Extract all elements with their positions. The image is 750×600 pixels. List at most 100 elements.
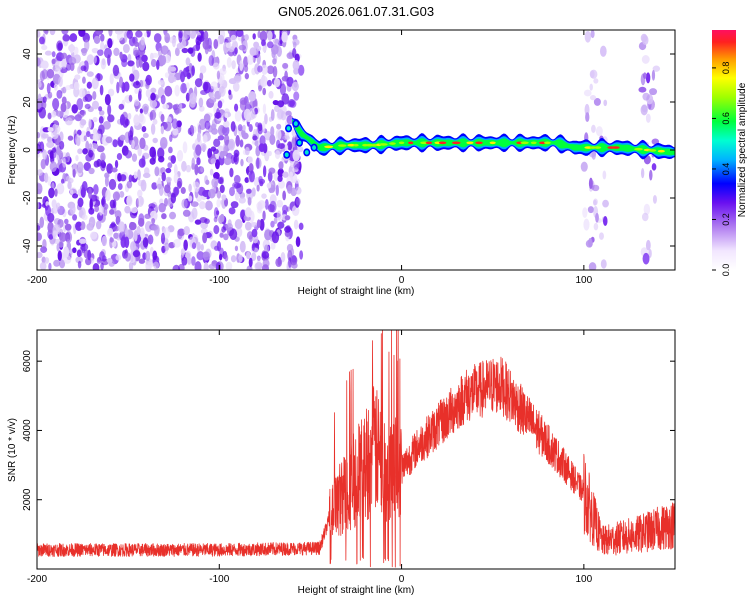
noise-blob [109, 73, 114, 85]
noise-blob [174, 103, 180, 115]
noise-blob [142, 237, 149, 248]
snr-x-tick-label: -200 [27, 574, 47, 585]
noise-blob [231, 60, 236, 70]
noise-blob [181, 198, 188, 209]
noise-blob [244, 177, 250, 183]
noise-blob [97, 128, 103, 134]
noise-blob [277, 180, 286, 189]
noise-blob [651, 163, 657, 171]
noise-blob [272, 58, 277, 65]
ridge-core [544, 141, 551, 145]
noise-blob [37, 143, 41, 155]
noise-blob [203, 113, 211, 123]
noise-blob [199, 65, 207, 74]
noise-blob [39, 216, 45, 228]
noise-blob [48, 234, 54, 240]
noise-blob [275, 129, 282, 141]
noise-blob [238, 196, 246, 204]
ridge-blob-core [297, 140, 302, 146]
noise-blob [69, 62, 75, 71]
noise-blob [210, 93, 215, 100]
noise-blob [183, 239, 188, 251]
noise-blob [137, 189, 143, 198]
noise-blob [182, 209, 191, 217]
noise-blob [91, 47, 99, 54]
noise-blob [53, 83, 58, 91]
noise-blob [128, 36, 136, 47]
noise-blob [223, 134, 230, 146]
snr-x-axis-label: Height of straight line (km) [298, 585, 415, 596]
ridge-core [634, 147, 643, 151]
noise-blob [225, 261, 233, 270]
noise-blob [237, 124, 243, 132]
noise-blob [240, 158, 244, 167]
noise-blob [246, 251, 251, 260]
noise-blob [92, 262, 100, 270]
noise-blob [65, 117, 73, 126]
noise-blob [96, 145, 105, 153]
ridge-core [408, 141, 414, 145]
noise-blob [200, 166, 204, 173]
noise-blob [204, 120, 211, 130]
noise-blob [110, 221, 116, 228]
noise-blob [216, 190, 222, 199]
noise-blob [250, 222, 258, 228]
noise-blob [649, 88, 658, 96]
noise-blob [143, 32, 148, 38]
noise-blob [284, 226, 291, 233]
noise-blob [51, 58, 56, 65]
noise-blob [287, 141, 293, 151]
noise-blob [95, 220, 102, 230]
noise-blob [292, 59, 300, 71]
noise-blob [215, 159, 220, 170]
noise-blob [234, 110, 242, 122]
noise-blob [298, 222, 304, 231]
noise-blob [164, 32, 171, 44]
ridge-core [438, 141, 447, 145]
noise-blob [583, 89, 592, 97]
noise-blob [119, 191, 125, 198]
noise-blob [113, 232, 119, 239]
noise-blob [138, 258, 146, 264]
noise-blob [112, 139, 118, 148]
noise-blob [230, 201, 239, 209]
noise-blob [169, 211, 177, 220]
noise-blob [180, 248, 186, 256]
noise-blob [60, 178, 65, 184]
noise-blob [87, 249, 92, 261]
noise-blob [277, 108, 284, 120]
noise-blob [602, 170, 607, 180]
noise-blob [262, 87, 267, 96]
noise-blob [98, 110, 105, 116]
noise-blob [123, 31, 128, 43]
noise-blob [41, 45, 48, 51]
noise-blob [295, 186, 302, 195]
noise-blob [256, 184, 260, 192]
noise-blob [292, 47, 297, 58]
noise-blob [217, 100, 223, 109]
noise-blob [144, 167, 150, 176]
noise-blob [98, 106, 103, 112]
noise-blob [197, 132, 201, 143]
noise-blob [62, 157, 67, 168]
noise-blob [299, 250, 304, 260]
noise-blob [52, 230, 58, 239]
noise-blob [100, 198, 105, 206]
noise-blob [251, 243, 255, 251]
noise-blob [54, 188, 58, 197]
noise-blob [219, 67, 227, 76]
colorbar-ticks: 0.0 0.2 0.4 0.6 0.8 [712, 62, 731, 276]
noise-blob [122, 43, 130, 54]
ridge-core [657, 149, 665, 153]
noise-blob [225, 223, 234, 231]
noise-blob [131, 153, 138, 162]
noise-blob [598, 232, 604, 240]
noise-blob [56, 89, 63, 99]
spectrogram-y-tick-label: -40 [22, 238, 33, 253]
noise-blob [38, 36, 45, 45]
spectrogram-y-tick-label: -20 [22, 190, 33, 205]
noise-blob [191, 242, 197, 250]
noise-blob [193, 181, 200, 193]
noise-blob [107, 114, 115, 123]
noise-blob [272, 99, 279, 106]
